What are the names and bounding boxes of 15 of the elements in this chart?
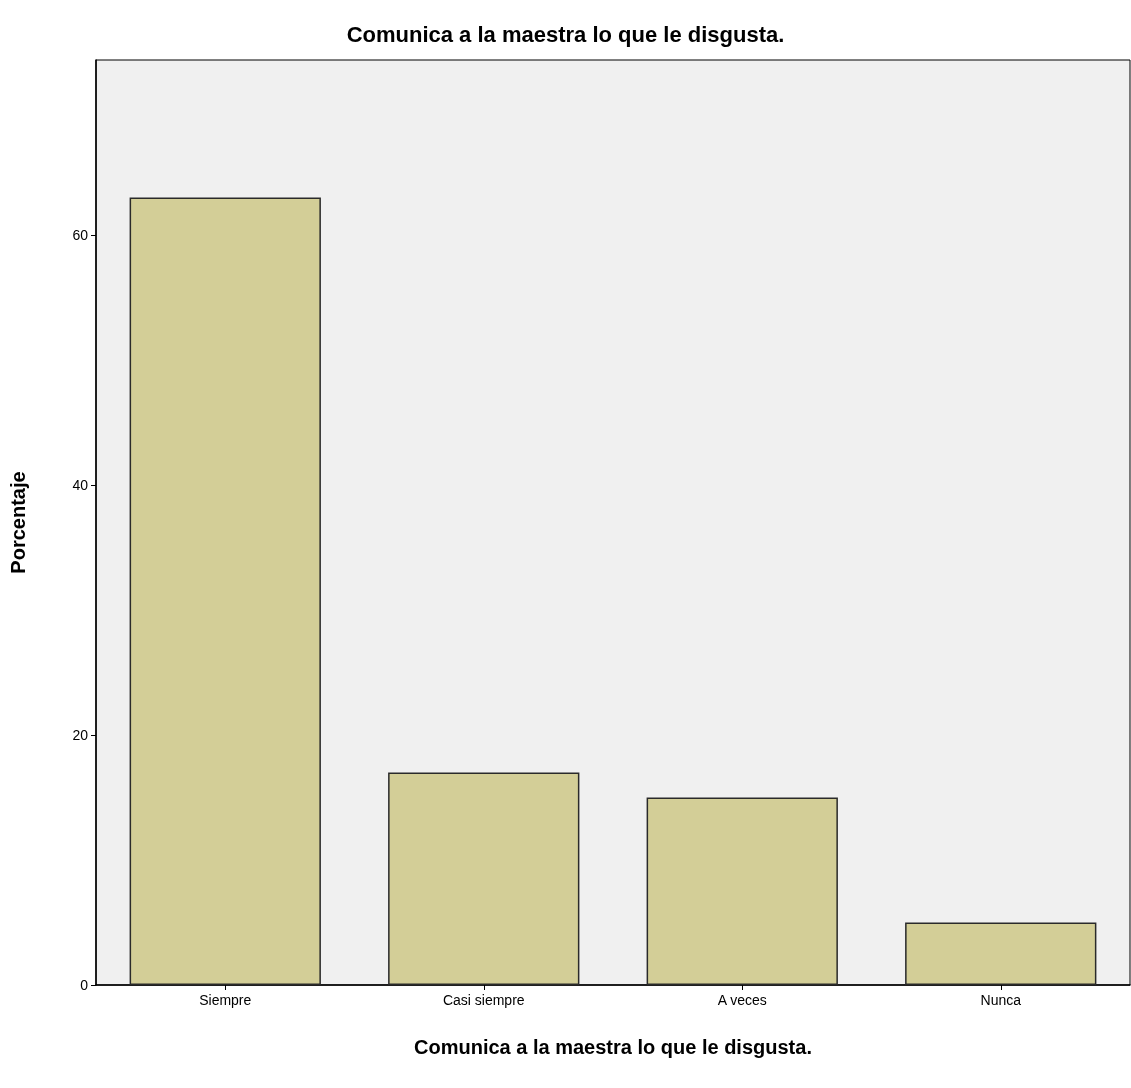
bar [388,772,580,985]
bar [129,197,321,985]
bar [646,797,838,985]
y-tick-label: 0 [80,977,89,993]
y-tick-label: 20 [72,727,89,743]
chart-title: Comunica a la maestra lo que le disgusta. [346,21,785,47]
bar [905,922,1097,985]
x-tick-label: Nunca [980,992,1022,1008]
x-tick-label: Casi siempre [442,992,525,1008]
y-tick-label: 60 [72,227,89,243]
x-tick-label: A veces [717,992,767,1008]
y-tick-label: 40 [72,477,89,493]
x-axis-title: Comunica a la maestra lo que le disgusta. [414,1036,812,1058]
y-axis-title: Porcentaje [7,471,29,574]
x-tick-label: Siempre [199,992,252,1008]
